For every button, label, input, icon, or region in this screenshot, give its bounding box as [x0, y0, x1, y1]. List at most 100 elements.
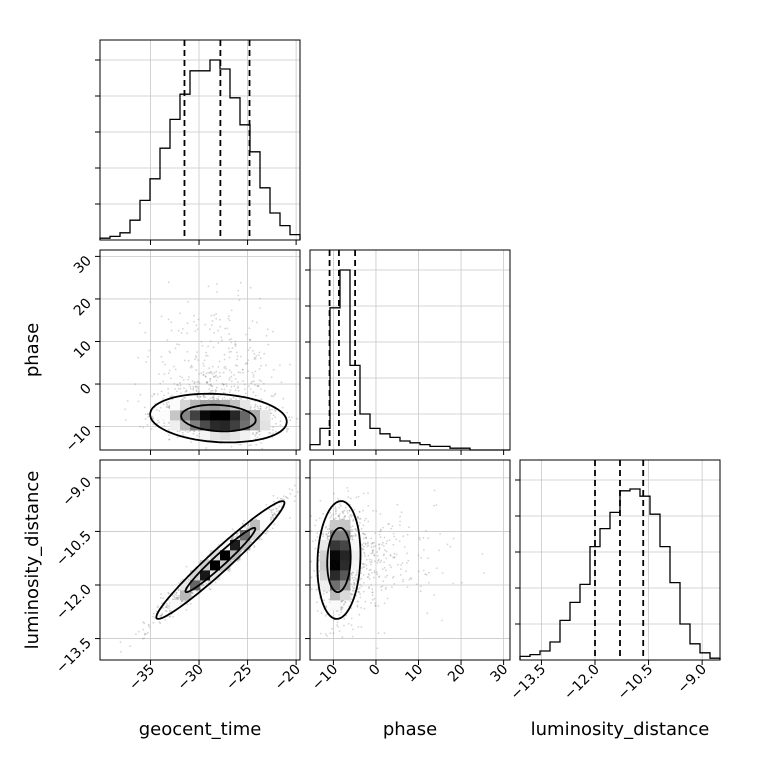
density-luminosity-distance-vs-phase-point	[370, 561, 373, 564]
density-luminosity-distance-vs-phase-point	[393, 552, 396, 555]
density-phase-vs-geocent-time-point	[267, 343, 270, 346]
density-luminosity-distance-vs-geocent-time-point	[190, 595, 193, 597]
density-phase-vs-geocent-time-density-cell	[230, 400, 241, 411]
density-luminosity-distance-vs-geocent-time-point	[156, 606, 159, 609]
density-luminosity-distance-vs-geocent-time-point	[241, 522, 244, 525]
density-phase-vs-geocent-time-point	[254, 405, 257, 407]
density-phase-vs-geocent-time-contour-0	[180, 403, 257, 433]
density-phase-vs-geocent-time-point	[219, 375, 221, 378]
density-luminosity-distance-vs-geocent-time-point	[176, 597, 179, 600]
density-phase-vs-geocent-time-point	[199, 396, 202, 398]
density-luminosity-distance-vs-phase-point	[346, 487, 349, 489]
density-luminosity-distance-vs-phase-point	[379, 530, 381, 533]
density-phase-vs-geocent-time-point	[243, 388, 246, 390]
density-luminosity-distance-vs-geocent-time-point	[266, 530, 269, 533]
density-luminosity-distance-vs-phase-point	[383, 561, 385, 564]
density-phase-vs-geocent-time-point	[252, 432, 254, 434]
density-luminosity-distance-vs-geocent-time-point	[273, 513, 276, 516]
density-phase-vs-geocent-time-point	[228, 338, 231, 341]
density-phase-vs-geocent-time-point	[137, 400, 140, 403]
density-luminosity-distance-vs-geocent-time-xtick-label-1: −30	[175, 662, 207, 694]
density-luminosity-distance-vs-geocent-time-point	[273, 523, 276, 526]
density-luminosity-distance-vs-geocent-time-point	[231, 538, 234, 541]
density-luminosity-distance-vs-phase-point	[358, 591, 361, 594]
density-phase-vs-geocent-time-point	[227, 317, 230, 320]
density-luminosity-distance-vs-phase-point	[361, 567, 363, 569]
density-phase-vs-geocent-time-point	[255, 431, 258, 434]
density-phase-vs-geocent-time-point	[185, 390, 188, 393]
density-luminosity-distance-vs-geocent-time-point	[272, 494, 275, 497]
density-luminosity-distance-vs-phase-point	[419, 590, 422, 593]
density-luminosity-distance-vs-geocent-time-point	[234, 535, 237, 538]
density-phase-vs-geocent-time-point	[204, 376, 207, 378]
density-phase-vs-geocent-time-density-cell	[210, 430, 221, 441]
density-luminosity-distance-vs-phase-point	[410, 577, 413, 580]
density-luminosity-distance-vs-phase-point	[369, 561, 371, 563]
density-phase-vs-geocent-time-point	[219, 318, 221, 321]
density-luminosity-distance-vs-geocent-time-point	[231, 528, 234, 531]
density-phase-vs-geocent-time-point	[202, 395, 205, 397]
density-phase-vs-geocent-time-point	[265, 406, 268, 409]
density-luminosity-distance-vs-phase-point	[359, 583, 362, 586]
density-phase-vs-geocent-time-point	[207, 345, 210, 348]
density-luminosity-distance-vs-geocent-time-point	[167, 591, 170, 594]
density-luminosity-distance-vs-geocent-time-point	[161, 612, 163, 615]
density-luminosity-distance-vs-phase-point	[408, 526, 410, 529]
density-luminosity-distance-vs-geocent-time-point	[158, 621, 161, 624]
density-phase-vs-geocent-time-point	[256, 385, 259, 387]
density-luminosity-distance-vs-geocent-time-density-cell	[210, 570, 221, 581]
density-luminosity-distance-vs-phase-point	[344, 515, 346, 518]
density-phase-vs-geocent-time-point	[239, 371, 242, 374]
density-luminosity-distance-vs-phase-point	[376, 561, 379, 564]
density-luminosity-distance-vs-geocent-time-point	[236, 532, 239, 534]
density-phase-vs-geocent-time-point	[259, 357, 262, 360]
density-phase-vs-geocent-time-point	[214, 375, 217, 378]
density-luminosity-distance-vs-phase-point	[360, 527, 363, 530]
density-luminosity-distance-vs-phase-point	[349, 514, 352, 517]
density-luminosity-distance-vs-phase-point	[425, 529, 427, 532]
density-phase-vs-geocent-time-point	[254, 403, 257, 406]
density-luminosity-distance-vs-geocent-time-point	[220, 570, 223, 573]
density-phase-vs-geocent-time-point	[234, 340, 237, 343]
density-phase-vs-geocent-time-point	[138, 322, 141, 324]
density-phase-vs-geocent-time-point	[273, 394, 276, 396]
density-luminosity-distance-vs-phase-point	[332, 517, 335, 520]
density-luminosity-distance-vs-phase-point	[379, 513, 382, 515]
density-luminosity-distance-vs-geocent-time-point	[202, 583, 205, 586]
density-luminosity-distance-vs-phase-point	[390, 566, 392, 569]
density-phase-vs-geocent-time-point	[274, 409, 276, 412]
density-luminosity-distance-vs-phase-point	[380, 529, 382, 532]
density-luminosity-distance-vs-phase-point	[383, 553, 385, 556]
density-luminosity-distance-vs-phase-point	[350, 515, 353, 518]
density-luminosity-distance-vs-phase-point	[369, 568, 372, 571]
density-phase-vs-geocent-time-point	[259, 405, 262, 407]
density-phase-vs-geocent-time-point	[252, 374, 255, 376]
density-luminosity-distance-vs-phase-point	[374, 560, 376, 563]
density-luminosity-distance-vs-geocent-time-point	[197, 568, 200, 570]
density-luminosity-distance-vs-geocent-time-point	[190, 591, 193, 594]
density-luminosity-distance-vs-phase-point	[350, 598, 353, 601]
density-luminosity-distance-vs-phase-point	[409, 577, 412, 579]
density-phase-vs-geocent-time-ytick-label-4: 30	[71, 253, 95, 277]
density-phase-vs-geocent-time-point	[147, 413, 150, 416]
density-luminosity-distance-vs-phase-point	[310, 576, 313, 579]
density-luminosity-distance-vs-phase-point	[364, 542, 367, 545]
density-luminosity-distance-vs-phase-point	[357, 591, 359, 593]
density-luminosity-distance-vs-phase-point	[370, 584, 373, 586]
density-luminosity-distance-vs-phase-point	[347, 496, 350, 499]
density-phase-vs-geocent-time-point	[147, 415, 150, 418]
density-phase-vs-geocent-time-point	[184, 390, 187, 393]
density-phase-vs-geocent-time-point	[165, 402, 168, 405]
density-luminosity-distance-vs-phase-point	[357, 515, 359, 518]
density-luminosity-distance-vs-geocent-time-point	[201, 584, 203, 586]
density-phase-vs-geocent-time-point	[223, 353, 226, 356]
density-luminosity-distance-vs-phase-point	[353, 583, 356, 585]
density-phase-vs-geocent-time-point	[254, 370, 257, 373]
density-phase-vs-geocent-time-point	[265, 407, 267, 410]
density-phase-vs-geocent-time-point	[251, 371, 254, 374]
density-phase-vs-geocent-time-density-cell	[230, 430, 241, 441]
density-luminosity-distance-vs-phase-point	[372, 509, 375, 512]
density-phase-vs-geocent-time-point	[168, 438, 170, 441]
density-phase-vs-geocent-time-point	[209, 384, 212, 387]
density-luminosity-distance-vs-phase-point	[334, 517, 337, 520]
